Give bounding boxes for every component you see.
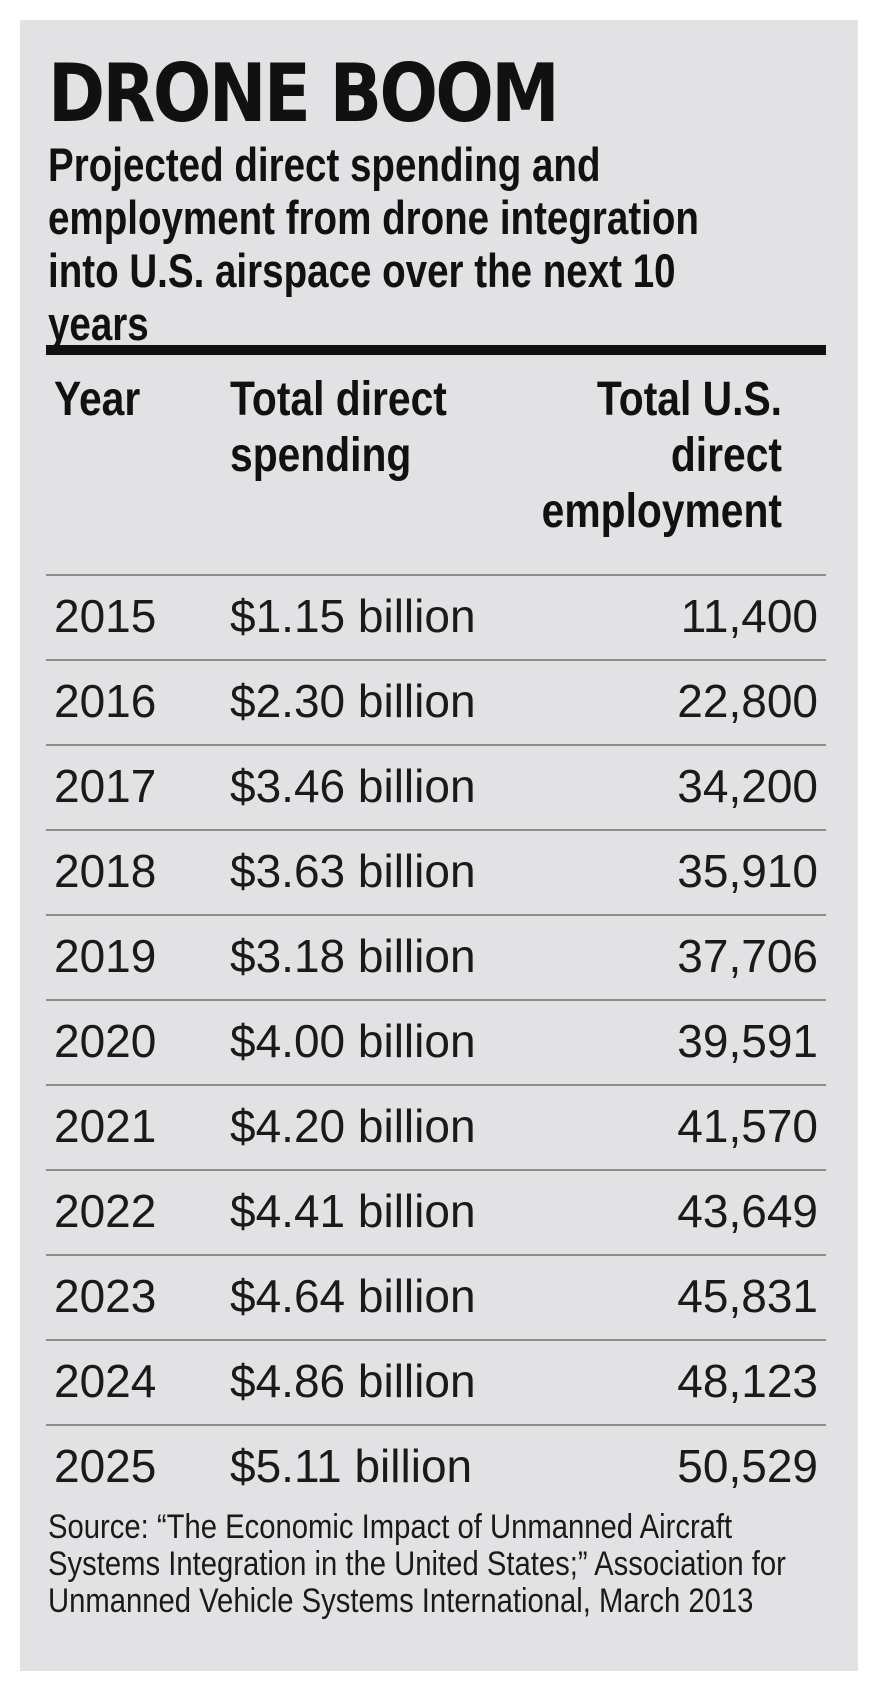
cell-year: 2018 [54, 845, 157, 897]
cell-spending: $4.00 billion [230, 1015, 476, 1067]
cell-spending: $4.41 billion [230, 1185, 476, 1237]
column-header-employment: Total U.S. direct employment [541, 373, 782, 538]
cell-spending: $5.11 billion [230, 1440, 473, 1492]
cell-year: 2025 [54, 1440, 157, 1492]
cell-spending: $3.46 billion [230, 760, 476, 812]
cell-spending: $3.63 billion [230, 845, 476, 897]
cell-year: 2024 [54, 1355, 157, 1407]
cell-employment: 39,591 [677, 1015, 818, 1067]
table-row: 2020 $4.00 billion 39,591 [46, 999, 826, 1084]
cell-year: 2016 [54, 675, 157, 727]
cell-year: 2017 [54, 760, 157, 812]
cell-year: 2021 [54, 1100, 157, 1152]
cell-employment: 22,800 [677, 675, 818, 727]
cell-year: 2023 [54, 1270, 157, 1322]
column-header-year: Year [54, 373, 141, 426]
cell-employment: 43,649 [677, 1185, 818, 1237]
cell-spending: $4.20 billion [230, 1100, 476, 1152]
header-rule [46, 345, 826, 355]
data-table-body: 2015 $1.15 billion 11,400 2016 $2.30 billion… [46, 574, 826, 1509]
cell-spending: $4.64 billion [230, 1270, 476, 1322]
cell-spending: $3.18 billion [230, 930, 476, 982]
cell-employment: 48,123 [677, 1355, 818, 1407]
infographic-panel: DRONE BOOM Projected direct spending and… [20, 20, 858, 1671]
cell-employment: 34,200 [677, 760, 818, 812]
cell-employment: 45,831 [677, 1270, 818, 1322]
column-header-spending: Total direct spending [230, 373, 447, 482]
source-note: Source: “The Economic Impact of Unmanned… [48, 1508, 786, 1620]
cell-employment: 37,706 [677, 930, 818, 982]
table-row: 2018 $3.63 billion 35,910 [46, 829, 826, 914]
cell-spending: $1.15 billion [230, 590, 476, 642]
cell-employment: 50,529 [677, 1440, 818, 1492]
cell-employment: 11,400 [680, 590, 818, 642]
table-row: 2017 $3.46 billion 34,200 [46, 744, 826, 829]
cell-employment: 35,910 [677, 845, 818, 897]
table-row: 2021 $4.20 billion 41,570 [46, 1084, 826, 1169]
table-row: 2025 $5.11 billion 50,529 [46, 1424, 826, 1509]
table-row: 2022 $4.41 billion 43,649 [46, 1169, 826, 1254]
cell-year: 2020 [54, 1015, 157, 1067]
cell-year: 2022 [54, 1185, 157, 1237]
table-row: 2016 $2.30 billion 22,800 [46, 659, 826, 744]
table-row: 2024 $4.86 billion 48,123 [46, 1339, 826, 1424]
cell-employment: 41,570 [677, 1100, 818, 1152]
table-row: 2023 $4.64 billion 45,831 [46, 1254, 826, 1339]
table-row: 2019 $3.18 billion 37,706 [46, 914, 826, 999]
cell-year: 2019 [54, 930, 157, 982]
table-row: 2015 $1.15 billion 11,400 [46, 574, 826, 659]
cell-spending: $2.30 billion [230, 675, 476, 727]
chart-title: DRONE BOOM [48, 47, 560, 140]
cell-spending: $4.86 billion [230, 1355, 476, 1407]
chart-subtitle: Projected direct spending and employment… [48, 138, 699, 350]
cell-year: 2015 [54, 590, 157, 642]
